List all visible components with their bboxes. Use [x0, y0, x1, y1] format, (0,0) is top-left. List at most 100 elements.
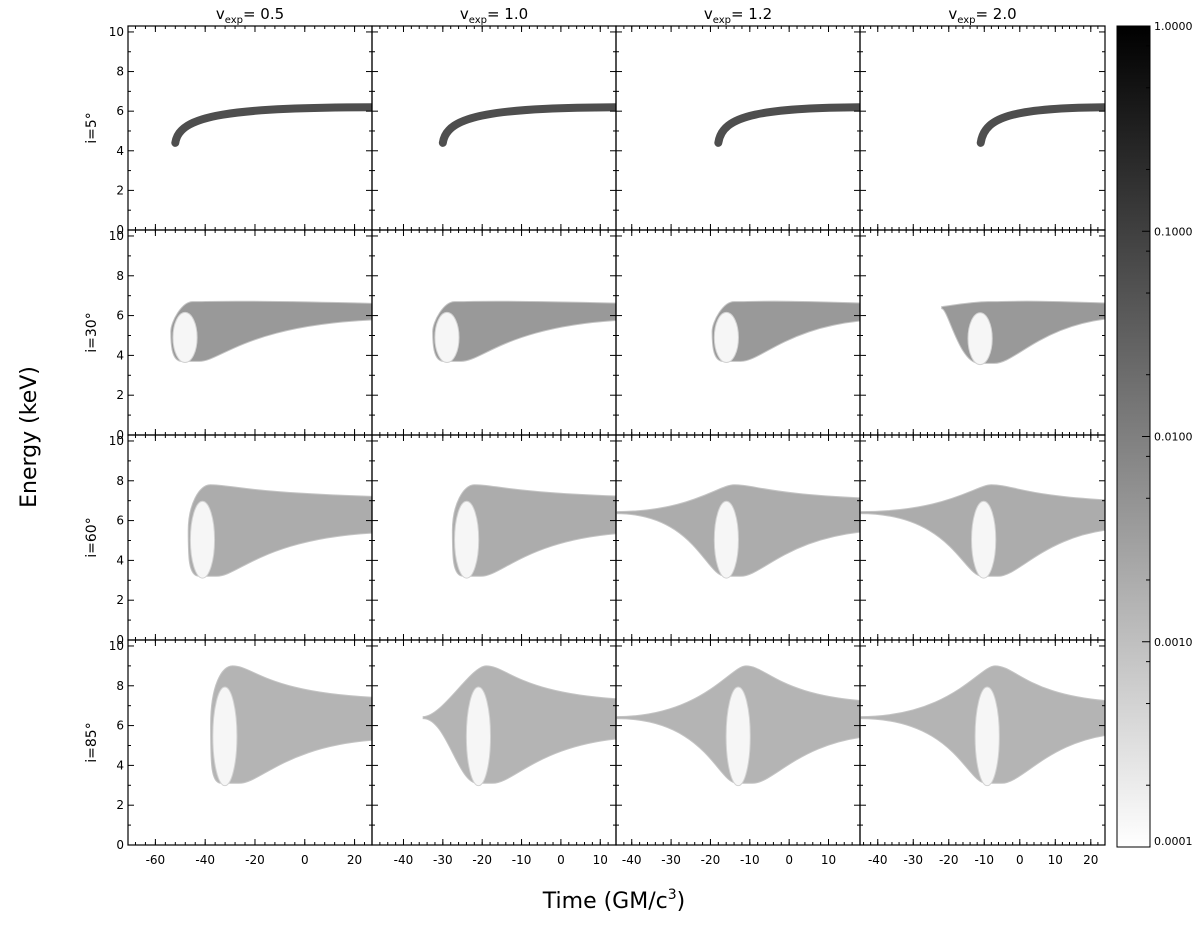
emission-track [438, 103, 616, 147]
panel-r1-c1 [371, 229, 617, 436]
emission-ring [974, 686, 1000, 787]
panel-r2-c3 [859, 434, 1106, 641]
row-label: i=60° [84, 517, 100, 557]
y-tick-label: 0 [116, 223, 124, 237]
x-tick-label: -30 [433, 853, 453, 867]
x-tick-label: 0 [1016, 853, 1024, 867]
y-tick-label: 0 [116, 838, 124, 852]
emission-region [210, 665, 372, 784]
x-axis-label-text: Time (GM/c [542, 889, 668, 914]
x-tick-label: -60 [146, 853, 166, 867]
panel-frame [615, 25, 861, 231]
x-tick-label: -10 [740, 853, 760, 867]
y-tick-label: 4 [116, 348, 124, 362]
emission-ring [434, 311, 460, 364]
y-tick-label: 2 [116, 593, 124, 607]
colorbar-tick-label: 1.0000 [1154, 20, 1193, 33]
y-tick-label: 10 [109, 229, 124, 243]
x-tick-label: 10 [821, 853, 836, 867]
panel-frame [127, 25, 373, 231]
y-tick-label: 0 [116, 428, 124, 442]
y-tick-label: 2 [116, 798, 124, 812]
column-title: vexp= 1.0 [460, 5, 528, 26]
x-tick-label: -10 [512, 853, 532, 867]
y-tick-label: 2 [116, 388, 124, 402]
x-axis-label-sup: 3 [668, 887, 677, 903]
emission-ring [212, 686, 238, 787]
emission-ring [189, 500, 216, 579]
panel-r2-c0: 0 2 4 6 8 10 [109, 434, 373, 647]
y-axis-label: Energy (keV) [17, 366, 42, 508]
y-tick-label: 8 [116, 269, 124, 283]
x-tick-label: 10 [1048, 853, 1063, 867]
column-title-value: = 1.2 [731, 5, 772, 23]
emission-ring [465, 686, 492, 787]
column-title: vexp= 1.2 [704, 5, 772, 26]
x-tick-label: 0 [301, 853, 309, 867]
emission-ring [172, 311, 198, 364]
emission-region [187, 484, 372, 577]
x-tick-label: 20 [347, 853, 362, 867]
column-title-base: v [704, 5, 713, 23]
colorbar-tick-label: 0.0010 [1154, 636, 1193, 649]
x-tick-label: -30 [661, 853, 681, 867]
emission-ring [713, 500, 739, 579]
panel-r2-c2 [615, 434, 861, 641]
row-label: i=85° [84, 722, 100, 762]
x-tick-label: 20 [1083, 853, 1098, 867]
panel-r1-c3 [859, 229, 1106, 436]
emission-region [616, 484, 860, 577]
x-tick-label: -40 [622, 853, 642, 867]
column-title: vexp= 2.0 [948, 5, 1016, 26]
emission-ring [454, 500, 480, 579]
x-tick-label: 0 [557, 853, 565, 867]
y-tick-label: 10 [109, 25, 124, 39]
emission-ring [971, 500, 997, 579]
column-title-value: = 2.0 [975, 5, 1016, 23]
y-tick-label: 6 [116, 719, 124, 733]
row-label: i=30° [84, 312, 100, 352]
column-title-value: = 0.5 [243, 5, 284, 23]
column-title-base: v [216, 5, 225, 23]
emission-ring [725, 686, 751, 787]
column-title-sub: exp [957, 15, 975, 26]
column-title-sub: exp [469, 15, 487, 26]
column-title-base: v [460, 5, 469, 23]
panel-r1-c0: 0 2 4 6 8 10 [109, 229, 373, 442]
colorbar-tick-label: 0.0100 [1154, 431, 1193, 444]
x-axis-label: Time (GM/c3) [542, 887, 685, 914]
panel-r3-c0: 0 2 4 6 8 10 -60 -40 -20 0 20 [109, 639, 373, 867]
panel-r0-c1 [371, 25, 617, 231]
x-tick-label: 10 [593, 853, 608, 867]
column-title-value: = 1.0 [487, 5, 528, 23]
emission-track [976, 103, 1105, 147]
x-tick-label: -40 [868, 853, 888, 867]
panel-r3-c2: -40 -30 -20 -10 0 10 [615, 639, 861, 867]
y-tick-label: 6 [116, 104, 124, 118]
panel-frame [371, 25, 617, 231]
y-tick-label: 4 [116, 553, 124, 567]
y-tick-label: 6 [116, 309, 124, 323]
column-title: vexp= 0.5 [216, 5, 284, 26]
y-tick-label: 0 [116, 633, 124, 647]
x-tick-label: -20 [939, 853, 959, 867]
emission-ring [713, 311, 739, 364]
panel-r0-c3 [859, 25, 1106, 231]
y-tick-label: 8 [116, 679, 124, 693]
emission-region [451, 484, 616, 577]
y-tick-label: 8 [116, 474, 124, 488]
panel-r1-c2 [615, 229, 861, 436]
x-tick-label: 0 [785, 853, 793, 867]
emission-ring [967, 312, 993, 366]
x-tick-label: -40 [195, 853, 215, 867]
x-axis-label-close: ) [677, 889, 686, 914]
panel-r3-c1: -40 -30 -20 -10 0 10 [371, 639, 617, 867]
column-title-sub: exp [713, 15, 731, 26]
column-title-base: v [948, 5, 957, 23]
y-tick-label: 4 [116, 758, 124, 772]
y-tick-label: 6 [116, 514, 124, 528]
panel-r0-c0: 0 2 4 6 8 10 [109, 25, 373, 237]
emission-region [422, 665, 616, 784]
emission-track [171, 103, 372, 147]
